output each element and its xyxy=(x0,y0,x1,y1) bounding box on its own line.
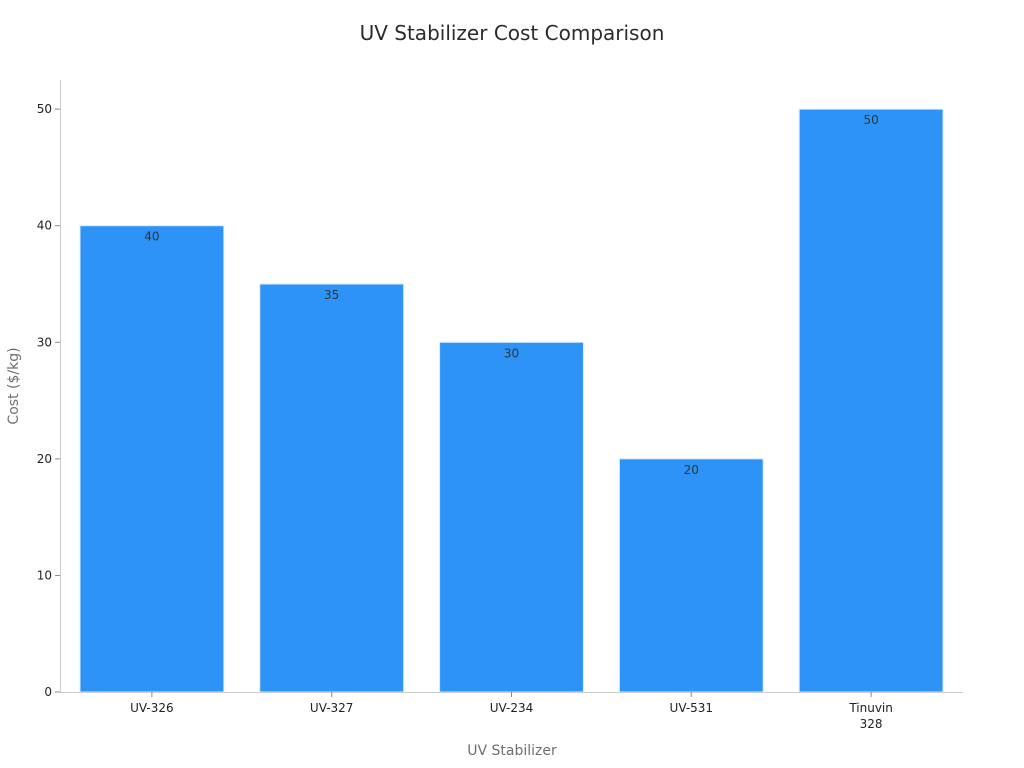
plot-area: 40 35 30 20 50 0 10 20 30 40 50 UV-326 UV-327 UV-23… xyxy=(37,80,963,731)
y-tick-label: 20 xyxy=(37,452,52,466)
y-tick-label: 40 xyxy=(37,219,52,233)
bar-value-label: 50 xyxy=(863,113,878,127)
y-tick-label: 10 xyxy=(37,568,52,582)
x-tick-label-line: UV-234 xyxy=(490,701,534,715)
y-tick-label: 0 xyxy=(44,685,52,699)
x-axis-title: UV Stabilizer xyxy=(467,743,557,759)
bar-value-label: 30 xyxy=(504,346,519,360)
y-ticks-group: 0 10 20 30 40 50 xyxy=(37,102,60,699)
bar xyxy=(619,459,763,692)
y-tick-label: 30 xyxy=(37,335,52,349)
chart-title: UV Stabilizer Cost Comparison xyxy=(360,21,665,45)
bar-value-label: 35 xyxy=(324,288,339,302)
x-tick-label-line: Tinuvin xyxy=(848,701,893,715)
x-tick-label: UV-326 xyxy=(130,701,174,715)
x-tick-label-line: UV-327 xyxy=(310,701,354,715)
y-tick-label: 50 xyxy=(37,102,52,116)
bar xyxy=(80,226,224,692)
x-tick-label-line: 328 xyxy=(860,717,883,731)
x-tick-label: UV-327 xyxy=(310,701,354,715)
bars-group xyxy=(80,109,943,692)
x-tick-label-line: UV-531 xyxy=(670,701,714,715)
x-tick-label: Tinuvin 328 xyxy=(848,701,893,731)
bar xyxy=(440,342,584,692)
x-tick-label: UV-234 xyxy=(490,701,534,715)
bar xyxy=(260,284,404,692)
bar-value-label: 20 xyxy=(684,463,699,477)
x-tick-label: UV-531 xyxy=(670,701,714,715)
y-axis-title: Cost ($/kg) xyxy=(6,347,22,424)
x-tick-label-line: UV-326 xyxy=(130,701,174,715)
x-ticks-group: UV-326 UV-327 UV-234 UV-531 Tinuvin 328 xyxy=(130,692,893,731)
bar-value-label: 40 xyxy=(144,230,159,244)
bar xyxy=(799,109,943,692)
